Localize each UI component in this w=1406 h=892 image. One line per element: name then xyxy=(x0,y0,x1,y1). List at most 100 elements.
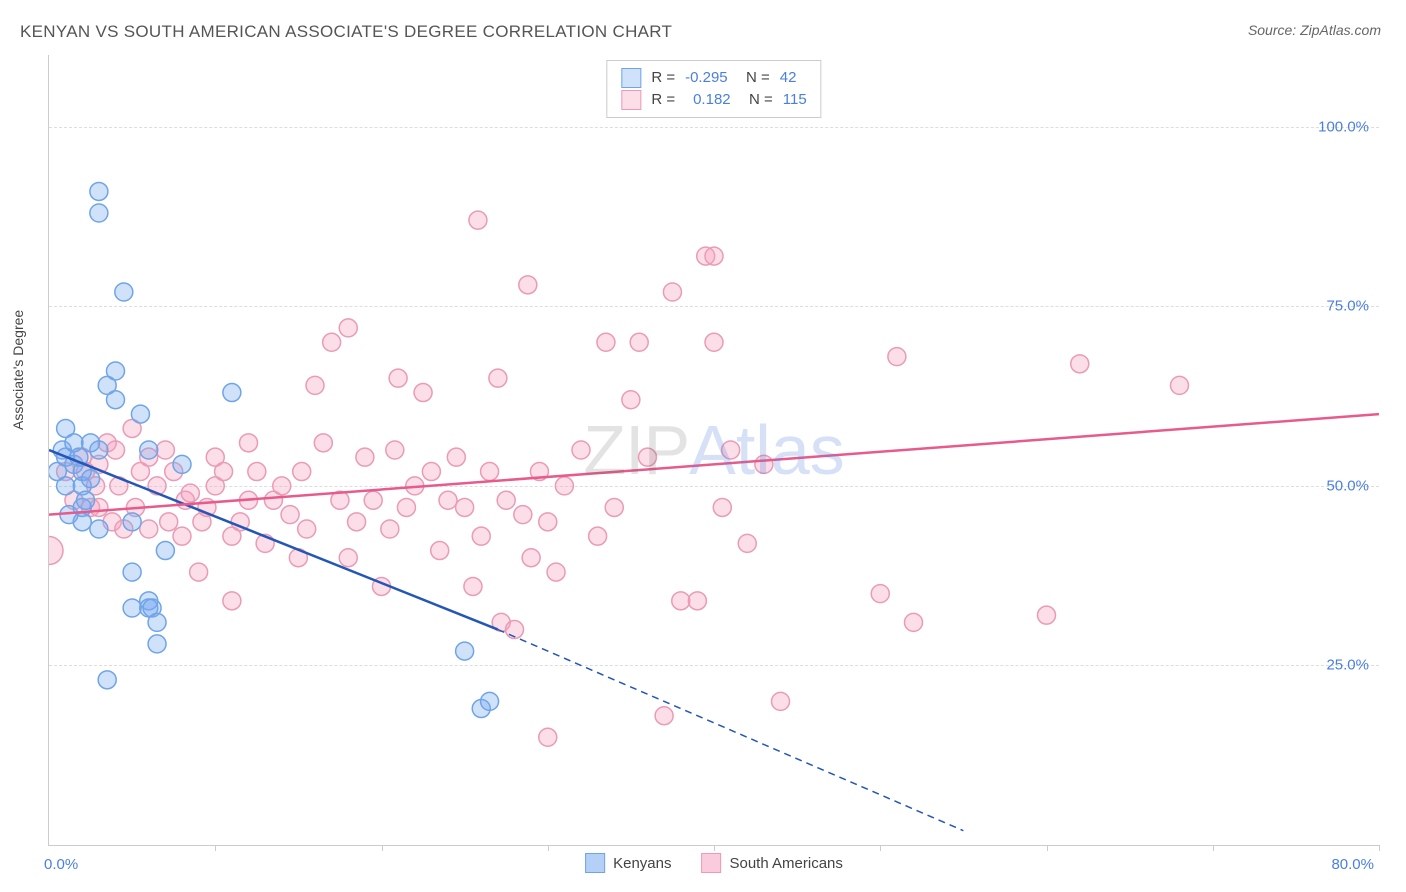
data-point xyxy=(323,333,341,351)
data-point xyxy=(173,527,191,545)
data-point xyxy=(655,707,673,725)
data-point xyxy=(713,498,731,516)
legend-item-kenyans: Kenyans xyxy=(585,853,671,873)
x-tick xyxy=(382,845,383,851)
data-point xyxy=(589,527,607,545)
data-point xyxy=(547,563,565,581)
trend-line-south-americans xyxy=(49,414,1379,515)
data-point xyxy=(173,455,191,473)
data-point xyxy=(248,463,266,481)
x-tick xyxy=(880,845,881,851)
data-point xyxy=(140,520,158,538)
legend-swatch-icon xyxy=(585,853,605,873)
legend-row-kenyans: R = -0.295 N = 42 xyxy=(621,67,806,89)
data-point xyxy=(389,369,407,387)
data-point xyxy=(431,542,449,560)
data-point xyxy=(90,204,108,222)
data-point xyxy=(140,441,158,459)
data-point xyxy=(522,549,540,567)
source-label: Source: ZipAtlas.com xyxy=(1248,22,1381,38)
data-point xyxy=(630,333,648,351)
data-point xyxy=(456,642,474,660)
data-point xyxy=(555,477,573,495)
data-point xyxy=(115,283,133,301)
x-tick xyxy=(548,845,549,851)
data-point xyxy=(381,520,399,538)
data-point xyxy=(123,599,141,617)
data-point xyxy=(90,441,108,459)
data-point xyxy=(738,534,756,552)
data-point xyxy=(215,463,233,481)
data-point xyxy=(639,448,657,466)
data-point xyxy=(156,441,174,459)
data-point xyxy=(77,491,95,509)
data-point xyxy=(107,362,125,380)
legend-r-label: R = xyxy=(651,67,675,89)
data-point xyxy=(506,621,524,639)
data-point xyxy=(107,391,125,409)
y-axis-label: Associate's Degree xyxy=(10,310,26,430)
data-point xyxy=(339,549,357,567)
data-point xyxy=(98,671,116,689)
x-tick xyxy=(1047,845,1048,851)
x-axis-max-label: 80.0% xyxy=(1331,856,1374,873)
data-point xyxy=(597,333,615,351)
data-point xyxy=(148,613,166,631)
data-point xyxy=(755,455,773,473)
correlation-legend: R = -0.295 N = 42 R = 0.182 N = 115 xyxy=(606,60,821,118)
data-point xyxy=(497,491,515,509)
data-point xyxy=(123,513,141,531)
data-point xyxy=(223,384,241,402)
data-point xyxy=(73,513,91,531)
data-point xyxy=(871,585,889,603)
trend-line-kenyans-dashed xyxy=(498,630,964,831)
data-point xyxy=(888,348,906,366)
data-point xyxy=(131,405,149,423)
data-point xyxy=(481,692,499,710)
data-point xyxy=(90,520,108,538)
data-point xyxy=(240,434,258,452)
data-point xyxy=(705,333,723,351)
data-point xyxy=(414,384,432,402)
data-point xyxy=(123,563,141,581)
legend-label-south-americans: South Americans xyxy=(729,855,842,872)
x-tick xyxy=(714,845,715,851)
data-point xyxy=(281,506,299,524)
legend-swatch-icon xyxy=(701,853,721,873)
data-point xyxy=(539,513,557,531)
data-point xyxy=(519,276,537,294)
data-point xyxy=(57,477,75,495)
data-point xyxy=(688,592,706,610)
x-tick xyxy=(215,845,216,851)
data-point xyxy=(469,211,487,229)
data-point xyxy=(464,577,482,595)
legend-row-south-americans: R = 0.182 N = 115 xyxy=(621,89,806,111)
data-point xyxy=(156,542,174,560)
data-point xyxy=(539,728,557,746)
data-point xyxy=(447,448,465,466)
data-point xyxy=(190,563,208,581)
data-point xyxy=(663,283,681,301)
data-point xyxy=(339,319,357,337)
data-point xyxy=(489,369,507,387)
legend-swatch-south-americans xyxy=(621,90,641,110)
data-point xyxy=(572,441,590,459)
chart-plot-area: ZIPAtlas R = -0.295 N = 42 R = 0.182 N =… xyxy=(48,55,1379,846)
data-point xyxy=(107,441,125,459)
data-point xyxy=(905,613,923,631)
data-point xyxy=(481,463,499,481)
data-point xyxy=(293,463,311,481)
data-point xyxy=(314,434,332,452)
scatter-svg xyxy=(49,55,1379,845)
data-point xyxy=(722,441,740,459)
data-point xyxy=(273,477,291,495)
data-point xyxy=(148,635,166,653)
data-point xyxy=(622,391,640,409)
data-point xyxy=(1171,376,1189,394)
data-point xyxy=(49,537,63,565)
legend-r-label: R = xyxy=(651,89,675,111)
data-point xyxy=(1038,606,1056,624)
data-point xyxy=(514,506,532,524)
x-tick xyxy=(1213,845,1214,851)
data-point xyxy=(439,491,457,509)
